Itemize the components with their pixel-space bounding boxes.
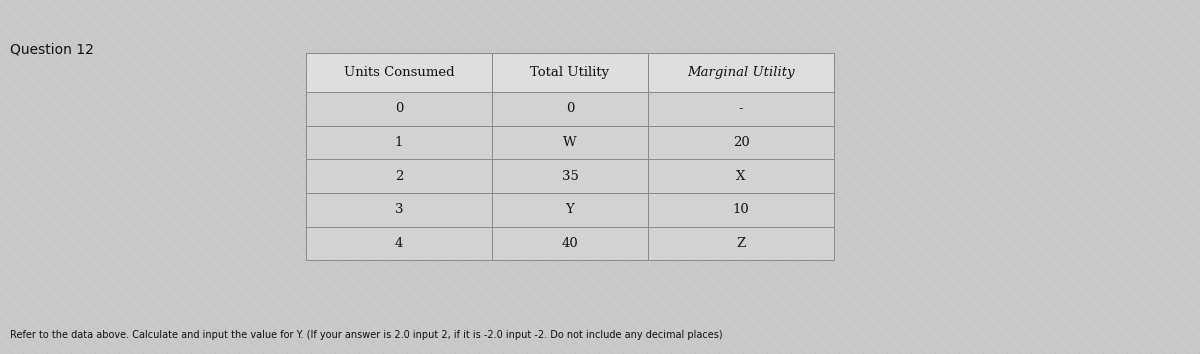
Text: 0: 0 — [395, 102, 403, 115]
Text: Total Utility: Total Utility — [530, 66, 610, 79]
Text: 40: 40 — [562, 237, 578, 250]
Text: 3: 3 — [395, 203, 403, 216]
Text: Z: Z — [737, 237, 745, 250]
Text: Marginal Utility: Marginal Utility — [688, 66, 794, 79]
Text: Units Consumed: Units Consumed — [343, 66, 455, 79]
Text: 20: 20 — [733, 136, 749, 149]
Text: 35: 35 — [562, 170, 578, 183]
Text: Question 12: Question 12 — [10, 42, 94, 57]
Text: Refer to the data above. Calculate and input the value for Y. (If your answer is: Refer to the data above. Calculate and i… — [10, 330, 722, 340]
Text: Y: Y — [565, 203, 575, 216]
Text: 2: 2 — [395, 170, 403, 183]
Text: W: W — [563, 136, 577, 149]
Text: X: X — [737, 170, 745, 183]
Text: 10: 10 — [733, 203, 749, 216]
Text: 1: 1 — [395, 136, 403, 149]
Text: 4: 4 — [395, 237, 403, 250]
Text: -: - — [739, 102, 743, 115]
Text: 0: 0 — [566, 102, 574, 115]
